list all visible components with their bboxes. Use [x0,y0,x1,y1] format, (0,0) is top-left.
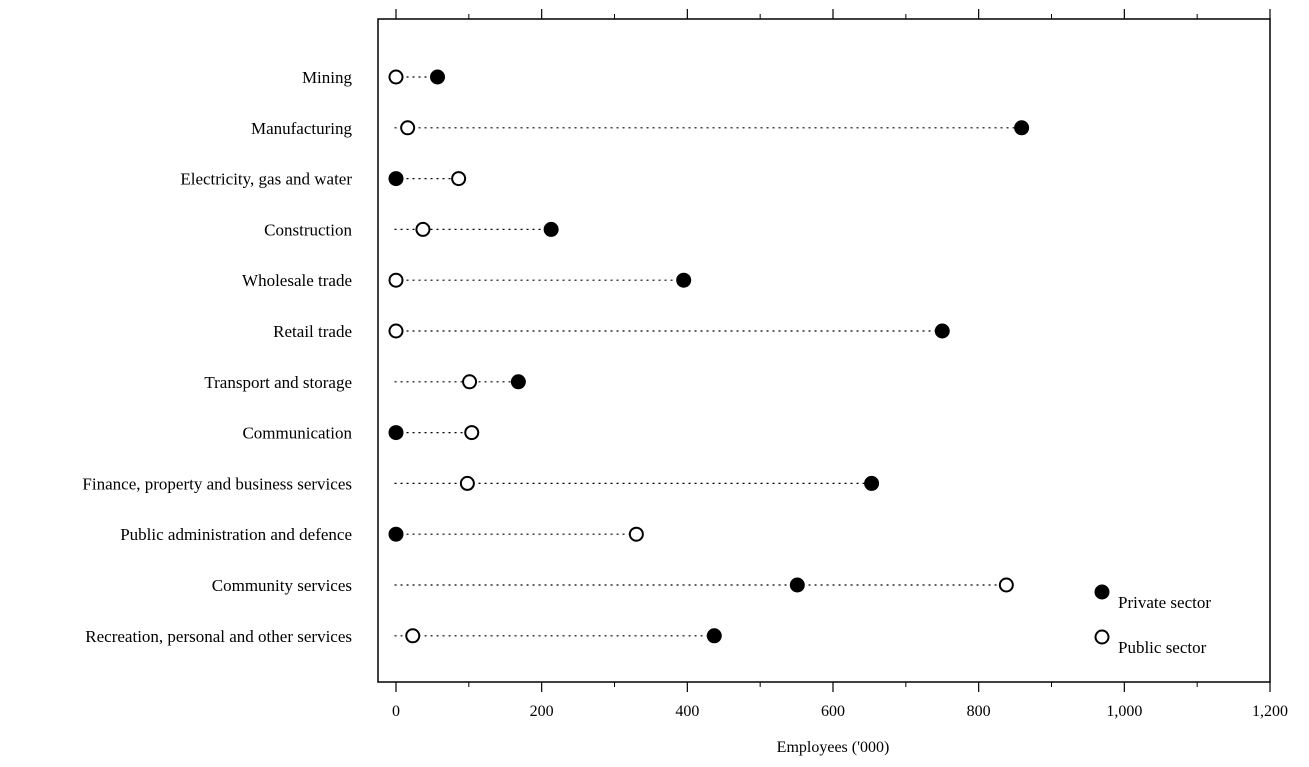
category-label: Public administration and defence [120,525,352,544]
legend-public-marker [1094,629,1110,645]
x-tick-label: 1,200 [1252,703,1288,720]
x-axis: 0 200 400 600 800 1,000 1,200 [392,9,1288,720]
private-sector-point [1014,120,1030,136]
x-tick-label: 200 [530,703,554,720]
public-sector-point [462,374,478,390]
private-sector-point [864,475,880,491]
category-label: Wholesale trade [242,271,352,290]
private-sector-point [388,425,404,441]
private-sector-point [510,374,526,390]
private-sector-point [543,221,559,237]
category-label: Recreation, personal and other services [85,627,352,646]
category-label: Community services [212,576,352,595]
public-sector-point [451,171,467,187]
category-label: Communication [242,424,352,443]
category-label: Mining [302,68,353,87]
category-label: Electricity, gas and water [180,170,352,189]
public-sector-point [459,475,475,491]
public-sector-point [400,120,416,136]
public-sector-point [388,272,404,288]
category-label: Finance, property and business services [82,474,352,493]
category-label: Construction [264,220,352,239]
category-label: Manufacturing [251,119,353,138]
x-tick-label: 400 [675,703,699,720]
x-axis-label: Employees ('000) [777,739,890,756]
public-sector-point [998,577,1014,593]
private-sector-point [388,171,404,187]
public-sector-point [388,323,404,339]
legend-private-marker [1094,584,1110,600]
x-tick-label: 800 [967,703,991,720]
x-tick-label: 1,000 [1106,703,1142,720]
category-label: Retail trade [273,322,352,341]
plot-frame [377,18,1271,683]
public-sector-point [415,221,431,237]
public-sector-point [405,628,421,644]
data-rows [388,69,1030,644]
category-labels: Mining Manufacturing Electricity, gas and … [82,68,352,646]
private-sector-point [934,323,950,339]
public-sector-point [628,526,644,542]
category-label: Transport and storage [204,373,352,392]
public-sector-point [464,425,480,441]
x-tick-label: 0 [392,703,400,720]
legend-public-label: Public sector [1118,638,1207,657]
private-sector-point [789,577,805,593]
private-sector-point [706,628,722,644]
legend-private-label: Private sector [1118,593,1211,612]
private-sector-point [388,526,404,542]
private-sector-point [430,69,446,85]
x-tick-label: 600 [821,703,845,720]
public-sector-point [388,69,404,85]
legend: Private sector Public sector [1094,584,1211,657]
private-sector-point [676,272,692,288]
